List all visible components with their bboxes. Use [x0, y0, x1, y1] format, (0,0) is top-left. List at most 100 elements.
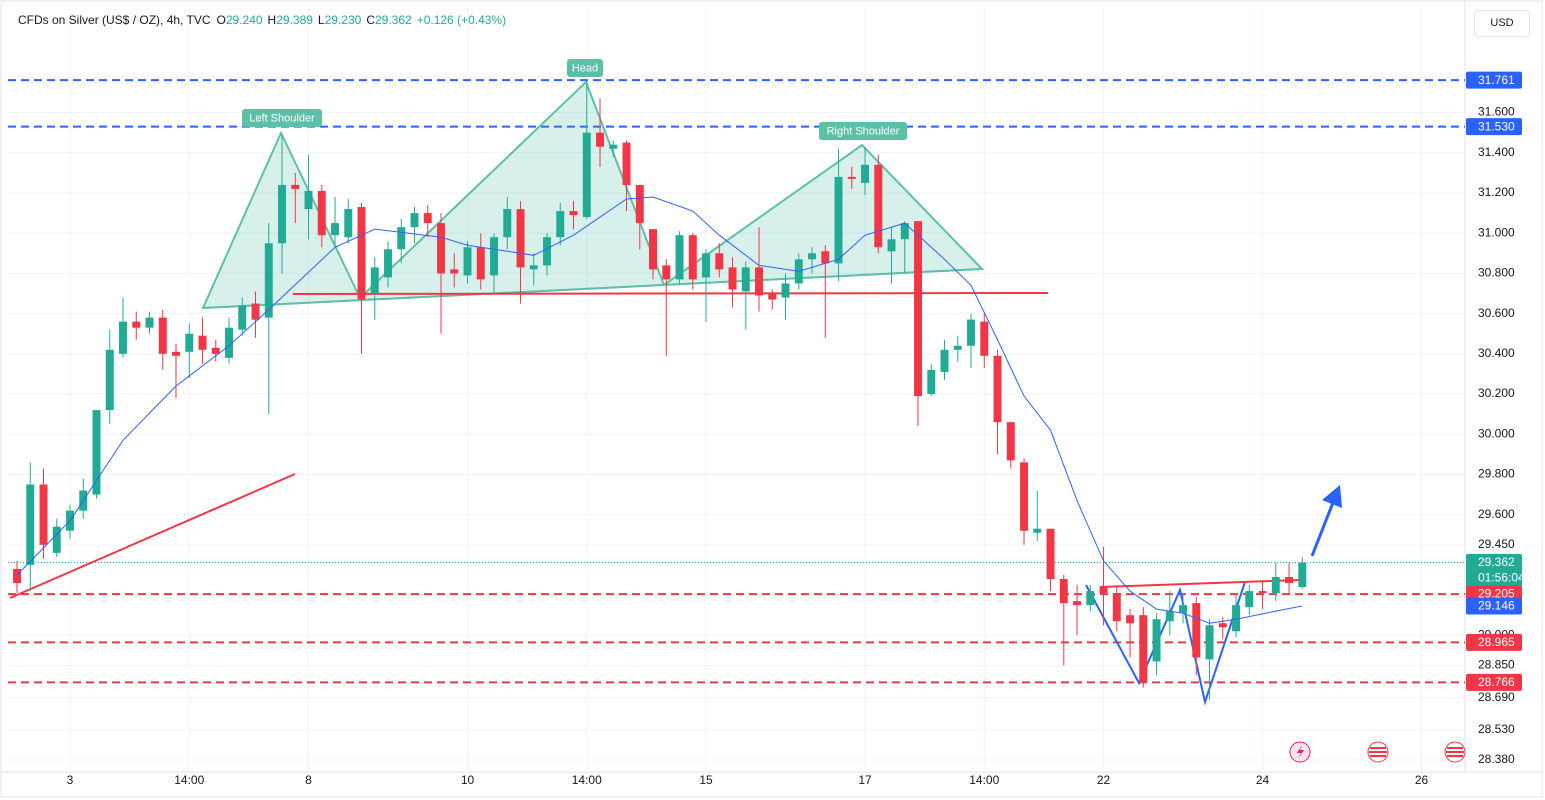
candle-body	[715, 253, 724, 270]
candle-body	[39, 484, 48, 545]
candle-body	[675, 235, 684, 280]
axes: 31.600 31.400 31.200 31.000 30.800 30.600 30.4…	[67, 71, 1525, 787]
change: +0.126 (+0.43%)	[416, 13, 507, 27]
grid	[8, 8, 1465, 770]
currency-button[interactable]: USD	[1474, 10, 1530, 37]
candle-body	[1006, 422, 1015, 461]
candle-body	[741, 267, 750, 292]
price-tag-label: 29.362	[1478, 555, 1515, 569]
candle-body	[384, 249, 392, 278]
candle-body	[172, 351, 180, 356]
ohlc-value: 29.389	[276, 13, 313, 27]
y-tick-label: 30.800	[1478, 266, 1515, 280]
candle-body	[953, 345, 962, 350]
candle-body	[1046, 528, 1055, 579]
candle-body	[609, 144, 618, 149]
ohlc: O29.240 H29.389 L29.230 C29.362	[217, 13, 417, 27]
flag-stripes	[1446, 747, 1464, 757]
candle-body	[1073, 601, 1082, 606]
candle-body	[1033, 528, 1042, 533]
candle-body	[1218, 623, 1227, 628]
price-tag	[1466, 673, 1522, 691]
price-tag-label: 31.530	[1478, 119, 1515, 133]
label-box	[567, 59, 603, 77]
candle-body	[198, 335, 207, 350]
y-tick-label: 31.200	[1478, 185, 1515, 199]
x-tick-label: 14:00	[174, 773, 204, 787]
y-tick-label: 28.690	[1478, 690, 1515, 704]
candle-body	[1112, 593, 1121, 622]
candle-body	[331, 223, 339, 236]
price-tag	[1466, 118, 1522, 136]
label-box	[819, 122, 907, 140]
patterns	[9, 80, 1342, 706]
candle-body	[26, 484, 35, 565]
price-tag-label: 29.146	[1478, 599, 1515, 613]
price-tag-label: 29.205	[1478, 587, 1515, 601]
candle-body	[755, 267, 764, 296]
candle-body	[1285, 576, 1294, 584]
y-tick-label: 30.600	[1478, 306, 1515, 320]
label-box	[242, 109, 322, 127]
candle-body	[132, 321, 141, 328]
candle-body	[1020, 462, 1029, 531]
candle-body	[476, 247, 485, 280]
candle-body	[861, 164, 870, 183]
candle-body	[463, 247, 472, 276]
candle-body	[821, 251, 830, 264]
x-tick-label: 14:00	[969, 773, 999, 787]
candle-body	[145, 317, 154, 328]
candle-body	[543, 237, 551, 266]
x-tick-label: 26	[1415, 773, 1429, 787]
x-tick-label: 22	[1097, 773, 1111, 787]
support-line	[292, 292, 1049, 295]
ohlc-label: H	[267, 13, 277, 27]
price-tag	[1466, 71, 1522, 89]
annotation-labels: Left Shoulder Head Right Shoulder	[242, 59, 907, 140]
ohlc-value: 29.240	[225, 13, 263, 27]
candle-body	[569, 211, 578, 216]
x-tick-label: 15	[699, 773, 713, 787]
marks	[13, 80, 1307, 700]
candle-body	[1205, 625, 1214, 660]
double-bottom-neckline	[1099, 579, 1301, 588]
y-tick-label: 30.200	[1478, 386, 1515, 400]
ohlc-label: L	[317, 13, 325, 27]
annotation: Left Shoulder	[249, 112, 315, 124]
candle-body	[450, 269, 459, 274]
symbol-header: CFDs on Silver (US$ / OZ), 4h, TVC O29.24…	[18, 13, 511, 27]
candle-body	[702, 253, 710, 278]
candle-body	[52, 526, 61, 553]
symbol-title: CFDs on Silver (US$ / OZ), 4h, TVC	[18, 13, 211, 27]
candle-body	[317, 190, 326, 236]
candle-body	[410, 213, 419, 228]
candle-body	[622, 142, 631, 185]
candle-body	[1126, 615, 1135, 624]
candle-body	[768, 293, 777, 300]
x-tick-label: 3	[67, 773, 74, 787]
candle-body	[1258, 591, 1267, 594]
annotation: Head	[572, 62, 598, 74]
candle-body	[808, 253, 817, 260]
candle-body	[304, 190, 313, 210]
countdown: 01:56:04	[1478, 571, 1525, 585]
candle-body	[185, 333, 194, 352]
x-tick-label: 17	[858, 773, 872, 787]
x-tick-label: 10	[461, 773, 475, 787]
candle-body	[516, 209, 525, 268]
event-icons	[1289, 741, 1466, 763]
candle-body	[688, 235, 697, 280]
trend-line	[9, 473, 296, 599]
price-tag	[1466, 633, 1522, 651]
candle-body	[596, 132, 604, 147]
candle-body	[13, 568, 21, 584]
ohlc-label: O	[216, 13, 226, 27]
candle-body	[556, 211, 565, 238]
candle-body	[529, 265, 538, 270]
candle-body	[238, 305, 247, 330]
candle-body	[344, 209, 353, 238]
candle-body	[834, 176, 843, 264]
y-tick-label: 28.380	[1478, 752, 1515, 766]
